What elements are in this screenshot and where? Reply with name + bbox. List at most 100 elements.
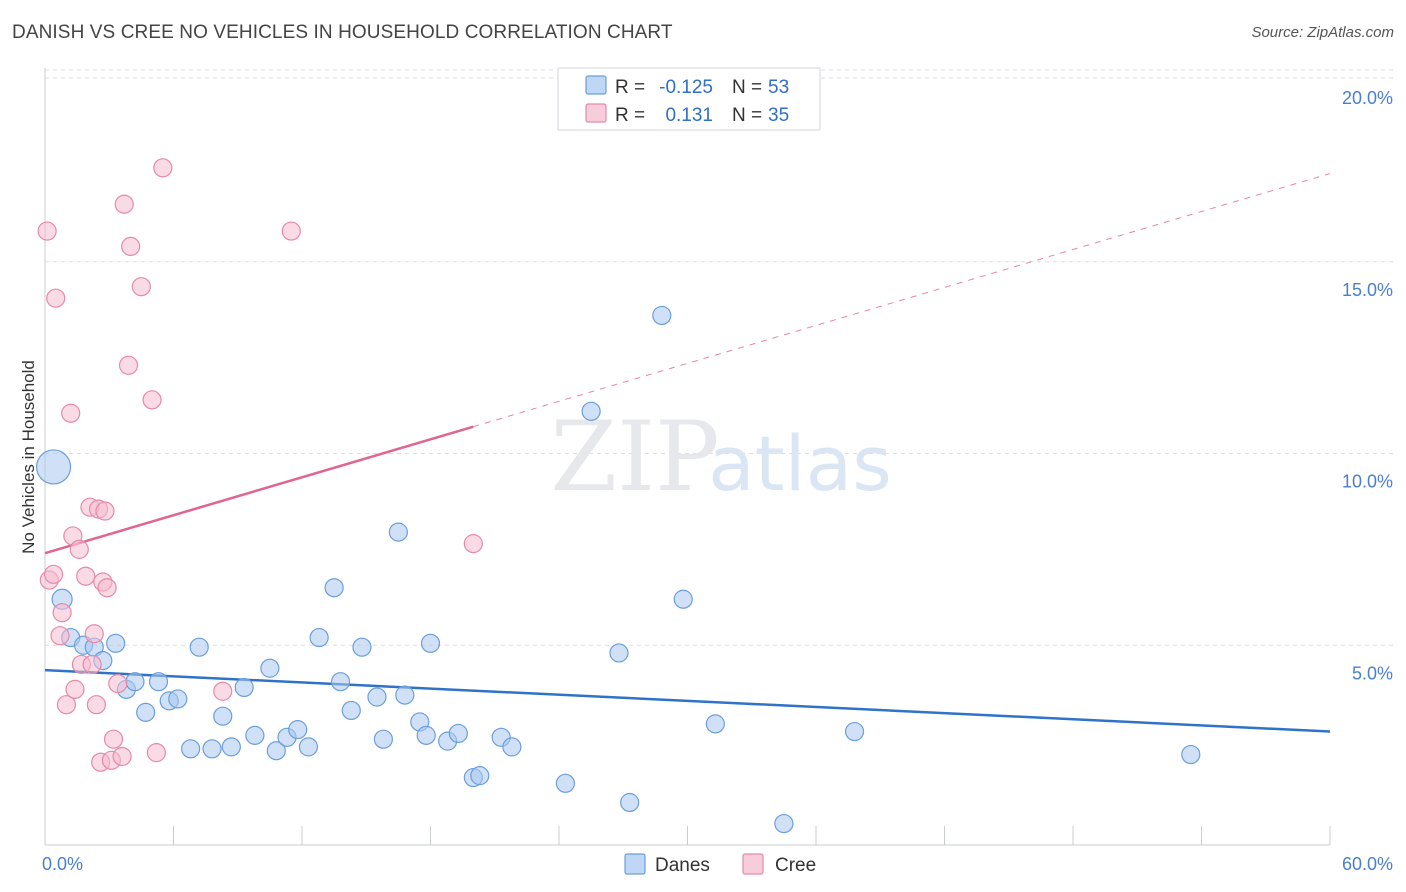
- point-cree: [463, 534, 483, 554]
- point-danes: [844, 721, 865, 742]
- point-danes: [420, 633, 441, 653]
- legend-top-row-cree: R = 0.131 N = 35: [585, 103, 789, 126]
- point-cree: [65, 679, 85, 699]
- point-danes: [395, 685, 415, 705]
- point-danes: [416, 725, 436, 745]
- legend-bottom-swatch-danes: [624, 853, 646, 875]
- legend-bottom: Danes Cree: [624, 853, 816, 876]
- point-cree: [86, 695, 107, 715]
- point-cree: [84, 624, 104, 644]
- point-danes: [470, 766, 490, 786]
- chart-title: DANISH VS CREE NO VEHICLES IN HOUSEHOLD …: [12, 22, 673, 43]
- legend-top-n-label-cree: N =: [732, 105, 762, 126]
- legend-top-n-value-cree: 35: [768, 105, 789, 126]
- point-danes: [234, 677, 254, 698]
- point-danes: [367, 687, 387, 707]
- y-tick-label: 20.0%: [1342, 88, 1393, 108]
- point-cree: [61, 403, 81, 423]
- legend-bottom-label-cree: Cree: [775, 855, 816, 876]
- point-danes: [35, 449, 72, 485]
- point-danes: [298, 737, 319, 757]
- axes: [44, 68, 1331, 846]
- y-axis-title: No Vehicles in Household: [19, 360, 38, 554]
- legend-top-row-danes: R = -0.125 N = 53: [585, 75, 789, 98]
- legend-bottom-swatch-cree: [742, 853, 764, 875]
- legend-bottom-label-danes: Danes: [655, 855, 710, 876]
- legend-top-r-value-danes: -0.125: [659, 77, 713, 98]
- point-danes: [609, 643, 629, 663]
- legend-top-r-value-cree: 0.131: [665, 105, 713, 126]
- point-danes: [673, 589, 693, 609]
- point-danes: [373, 729, 393, 749]
- point-danes: [213, 706, 233, 726]
- point-danes: [288, 720, 308, 740]
- watermark: ZIP atlas: [550, 401, 891, 513]
- point-danes: [352, 637, 372, 657]
- point-cree: [142, 390, 162, 410]
- legend-top-r-label-danes: R =: [615, 77, 645, 98]
- legend-top: R = -0.125 N = 53 R = 0.131 N = 35: [557, 67, 821, 131]
- point-cree: [82, 654, 102, 675]
- legend-top-n-value-danes: 53: [768, 77, 789, 98]
- y-tick-label: 15.0%: [1342, 280, 1393, 300]
- x-tick-label: 60.0%: [1342, 854, 1393, 874]
- point-danes: [106, 633, 126, 653]
- point-cree: [69, 539, 89, 559]
- point-danes: [136, 702, 156, 722]
- point-danes: [245, 725, 265, 745]
- point-cree: [95, 501, 115, 521]
- watermark-atlas: atlas: [708, 419, 892, 508]
- point-danes: [341, 700, 361, 721]
- point-danes: [202, 739, 222, 759]
- legend-top-swatch-cree: [585, 103, 607, 123]
- point-danes: [324, 578, 344, 598]
- point-cree: [131, 277, 151, 297]
- grid-lines: [45, 69, 1395, 646]
- point-cree: [281, 221, 301, 241]
- y-tick-label: 10.0%: [1342, 472, 1393, 492]
- point-cree: [46, 288, 66, 308]
- point-danes: [1181, 744, 1201, 765]
- y-tick-label: 5.0%: [1352, 663, 1393, 683]
- point-danes: [555, 773, 576, 793]
- point-cree: [76, 566, 96, 586]
- tick-labels: 5.0% 10.0% 15.0% 20.0% 0.0% 60.0%: [42, 88, 1393, 874]
- source-label: Source: ZipAtlas.com: [1251, 24, 1394, 41]
- point-cree: [103, 729, 124, 749]
- point-cree: [118, 355, 139, 375]
- point-danes: [181, 739, 201, 759]
- point-cree: [43, 564, 64, 584]
- point-danes: [221, 737, 241, 757]
- point-cree: [112, 746, 132, 767]
- legend-top-r-label-cree: R =: [615, 105, 645, 126]
- point-danes: [448, 723, 468, 744]
- point-cree: [52, 603, 72, 623]
- point-danes: [705, 714, 725, 734]
- point-cree: [108, 673, 128, 694]
- point-cree: [114, 194, 134, 214]
- point-danes: [260, 658, 280, 678]
- scatter-points: [35, 158, 1201, 834]
- trend-line-cree: [44, 425, 474, 555]
- point-cree: [50, 626, 70, 646]
- legend-top-swatch-danes: [585, 75, 607, 95]
- point-danes: [581, 401, 601, 421]
- point-cree: [213, 681, 233, 701]
- point-danes: [266, 741, 286, 761]
- point-danes: [125, 672, 145, 692]
- point-danes: [330, 672, 351, 692]
- point-danes: [774, 813, 794, 834]
- legend-top-n-label-danes: N =: [732, 77, 762, 98]
- x-tick-label: 0.0%: [42, 854, 83, 874]
- trend-line-danes: [44, 668, 1331, 733]
- point-danes: [189, 637, 209, 657]
- trend-line-dashed-cree: [473, 173, 1331, 428]
- point-cree: [97, 578, 117, 598]
- point-danes: [652, 305, 672, 326]
- point-cree: [37, 221, 57, 241]
- point-danes: [388, 522, 408, 542]
- point-cree: [146, 743, 166, 763]
- point-danes: [502, 737, 522, 757]
- watermark-zip: ZIP: [550, 401, 719, 513]
